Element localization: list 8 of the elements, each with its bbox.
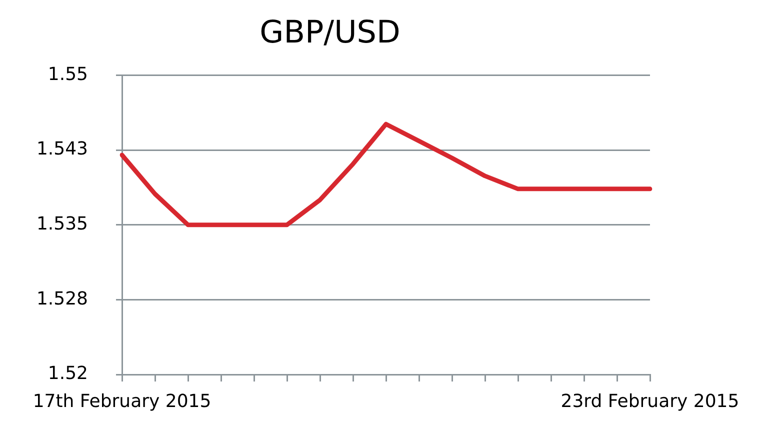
chart-title: GBP/USD (260, 14, 400, 51)
y-tick-label: 1.55 (48, 64, 88, 85)
x-tick-label: 17th February 2015 (32, 390, 212, 412)
y-tick-label: 1.543 (36, 138, 88, 160)
y-tick-label: 1.535 (36, 214, 88, 235)
y-tick-label: 1.52 (48, 363, 88, 384)
y-tick-label: 1.528 (36, 288, 88, 310)
x-tick-label: 23rd February 2015 (560, 390, 740, 412)
